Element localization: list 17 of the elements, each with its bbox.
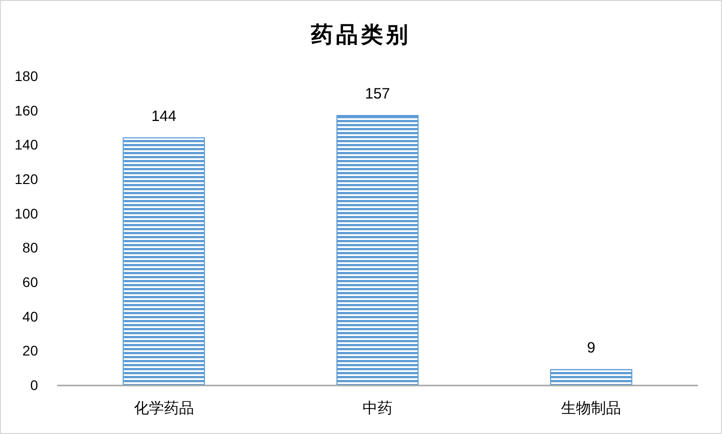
x-tick-label: 化学药品 [134,400,194,417]
y-tick-label: 140 [14,136,38,153]
y-tick-label: 40 [22,308,38,324]
y-tick-label: 80 [22,240,38,256]
y-tick-label: 120 [14,171,38,187]
y-tick-label: 0 [30,377,38,393]
y-tick-label: 60 [22,274,38,290]
x-tick-label: 中药 [362,400,392,417]
chart-title: 药品类别 [310,22,411,48]
data-label: 9 [586,340,596,357]
y-tick-label: 160 [14,102,38,118]
data-label: 144 [151,108,176,125]
y-tick-label: 20 [22,342,38,359]
x-tick-label: 生物制品 [561,400,622,417]
y-tick-label: 100 [14,205,38,222]
y-tick-label: 180 [14,68,38,84]
data-label: 157 [364,85,390,102]
